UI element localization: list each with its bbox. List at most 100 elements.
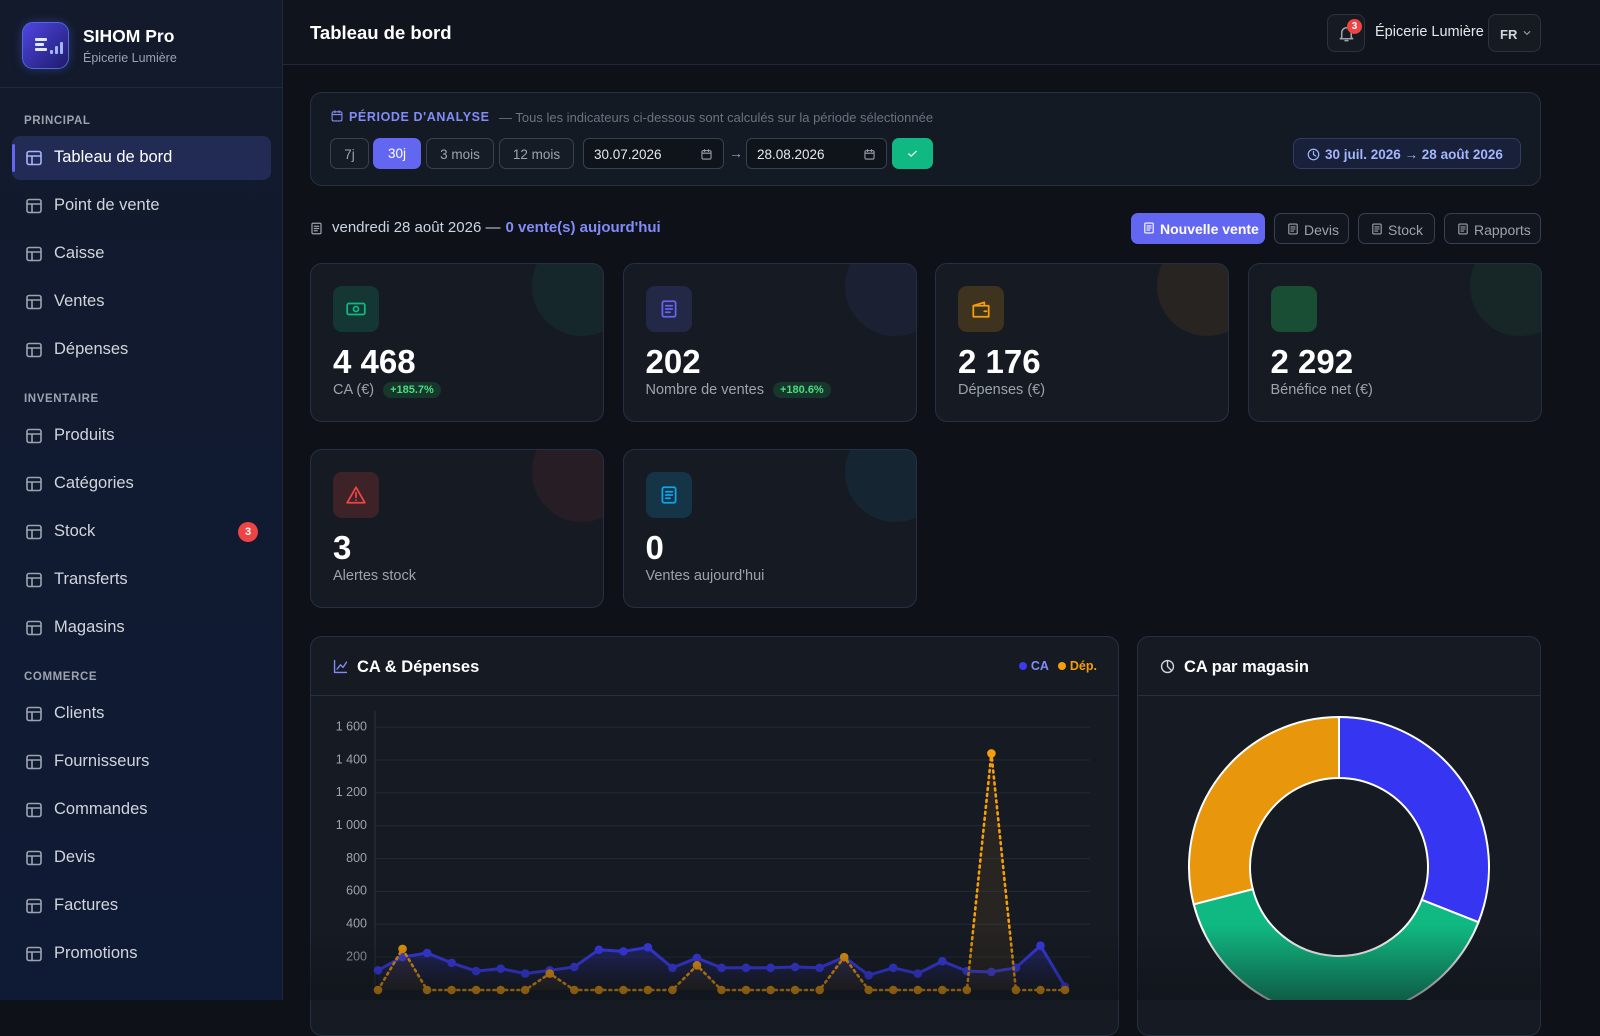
nav-item[interactable]: Dépenses (12, 328, 271, 372)
language-button[interactable]: FR (1488, 14, 1541, 52)
kpi-card: 2 292 Bénéfice net (€) (1247, 263, 1542, 422)
page-title: Tableau de bord (310, 22, 452, 43)
kpi-icon (1270, 286, 1317, 332)
logo-bar (35, 38, 47, 41)
icon (26, 898, 42, 914)
icon (26, 342, 42, 358)
nav-section-title: COMMERCE (24, 671, 98, 683)
icon-shape (26, 294, 42, 310)
nav-label: Catégories (54, 474, 134, 492)
legend-item: Dép. (1057, 659, 1097, 673)
icon-shape (664, 490, 673, 500)
nav-badge: 3 (238, 522, 258, 542)
icon (972, 301, 990, 318)
icon-shape (26, 433, 42, 444)
icon-shape (26, 951, 42, 962)
logo-bar (35, 48, 47, 51)
kpi-value: 202 (645, 343, 701, 380)
icon (26, 802, 42, 818)
action-button[interactable]: Stock (1358, 213, 1435, 244)
today-row: vendredi 28 août 2026 —0 vente(s) aujour… (332, 219, 661, 236)
icon-shape (26, 203, 42, 214)
nav-item[interactable]: Produits (12, 414, 271, 458)
icon-shape (661, 300, 676, 318)
chart-title: CA & Dépenses (357, 658, 480, 676)
icon-shape (1166, 659, 1173, 672)
nav-item[interactable]: Point de vente (12, 184, 271, 228)
sidebar-divider (0, 87, 283, 88)
icon-shape (1144, 222, 1154, 234)
date-input[interactable]: 28.08.2026 (746, 138, 887, 169)
kpi-card: 4 468 CA (€) +185.7% (310, 263, 604, 422)
action-button[interactable]: Devis (1274, 213, 1349, 244)
icon-shape (26, 347, 42, 358)
nav-item[interactable]: Commandes (12, 788, 271, 832)
notifications-button[interactable]: 3 (1327, 14, 1365, 52)
icon (1523, 31, 1531, 35)
nav-item[interactable]: Factures (12, 884, 271, 928)
kpi-label: Dépenses (€) (958, 382, 1046, 398)
nav-label: Tableau de bord (54, 148, 173, 166)
kpi-label-row: Alertes stock (333, 568, 416, 584)
chart-title: CA par magasin (1184, 658, 1310, 676)
kpi-label: Nombre de ventes (645, 382, 764, 398)
date-input[interactable]: 30.07.2026 (583, 138, 724, 169)
period-preset[interactable]: 30j (373, 138, 421, 169)
nav-section-title: INVENTAIRE (24, 393, 99, 405)
kpi-label-row: Ventes aujourd'hui (646, 568, 765, 584)
icon-shape (26, 529, 42, 540)
icon-shape (26, 524, 42, 540)
nav-item[interactable]: Promotions (12, 932, 271, 976)
nav-item[interactable]: Clients (12, 692, 271, 736)
icon-shape (26, 476, 42, 492)
nav-label: Promotions (54, 944, 138, 962)
nav-item[interactable]: Devis (12, 836, 271, 880)
icon-shape (26, 428, 42, 444)
nav-item[interactable]: Fournisseurs (12, 740, 271, 784)
action-button[interactable]: Rapports (1444, 213, 1541, 244)
icon-shape (1372, 223, 1382, 235)
kpi-delta: +185.7% (383, 382, 441, 398)
nav-label: Commandes (54, 800, 148, 818)
nav-item[interactable]: Ventes (12, 280, 271, 324)
date-value: 30.07.2026 (594, 147, 662, 162)
icon-shape (333, 659, 348, 674)
nav-label: Fournisseurs (54, 752, 150, 770)
nav-item[interactable]: Tableau de bord (12, 136, 271, 180)
icon-shape (26, 807, 42, 818)
icon-shape (26, 577, 42, 588)
kpi-icon (645, 472, 692, 518)
icon (346, 486, 366, 504)
brand-store: Épicerie Lumière (83, 51, 177, 65)
icon (1307, 148, 1320, 161)
icon (346, 302, 366, 316)
icon (26, 198, 42, 214)
nav-label: Dépenses (54, 340, 129, 358)
apply-button[interactable] (892, 138, 933, 169)
icon (908, 150, 917, 157)
nav-item[interactable]: Stock 3 (12, 510, 271, 554)
action-label: Nouvelle vente (1160, 221, 1259, 237)
icon (26, 476, 42, 492)
period-preset[interactable]: 3 mois (426, 138, 494, 169)
nav-active-bar (12, 144, 15, 172)
nav-label: Magasins (54, 618, 125, 636)
icon-shape (1523, 31, 1531, 35)
action-button[interactable]: Nouvelle vente (1131, 213, 1265, 244)
card-divider (311, 695, 1118, 696)
icon (26, 428, 42, 444)
legend: CA Dép. (1018, 659, 1097, 673)
nav-item[interactable]: Caisse (12, 232, 271, 276)
nav-item[interactable]: Transferts (12, 558, 271, 602)
icon-shape (26, 246, 42, 262)
legend-label: CA (1030, 659, 1049, 673)
logo-bar (55, 46, 58, 54)
period-preset[interactable]: 12 mois (499, 138, 574, 169)
legend-swatch (1018, 662, 1027, 670)
period-preset[interactable]: 7j (330, 138, 369, 169)
topbar: Tableau de bord 3 Épicerie Lumière FR (283, 0, 1600, 65)
nav-item[interactable]: Catégories (12, 462, 271, 506)
nav-item[interactable]: Magasins (12, 606, 271, 650)
